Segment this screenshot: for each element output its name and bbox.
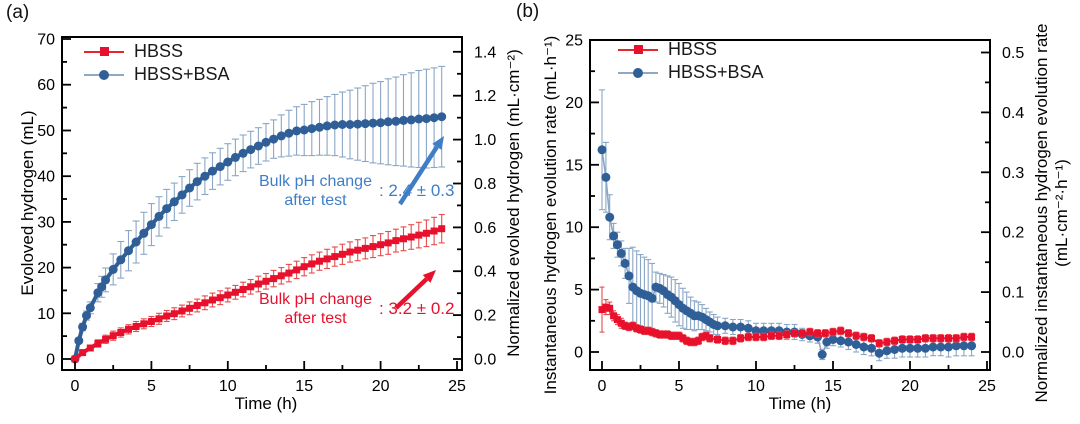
- annotation-hbss-ph-text: Bulk pH change after test: [259, 290, 372, 328]
- y-left-tick-label: 15: [565, 157, 583, 174]
- legend-circle-marker-icon: [633, 67, 643, 78]
- y-axis-label-right-b: Normalized instantaneous hydrogen evolut…: [1032, 0, 1072, 424]
- x-tick-label: 0: [598, 378, 607, 395]
- legend-swatch: [618, 67, 658, 79]
- series-line-HBSS+BSA: [601, 149, 972, 358]
- annotation-bsa-ph-value: : 2.4 ± 0.3: [378, 181, 455, 200]
- x-tick-label: 25: [978, 378, 996, 395]
- legend-item-HBSS: HBSS: [84, 40, 230, 63]
- y-left-tick-label: 20: [37, 260, 55, 277]
- panel-a-tag: (a): [6, 2, 30, 23]
- annotation-line: after test: [284, 310, 347, 327]
- legend-label: HBSS: [668, 39, 718, 59]
- plot-frame: [589, 39, 991, 371]
- y-left-tick-label: 0: [574, 345, 583, 362]
- axis-ticks: [62, 38, 462, 370]
- annotation-hbss-ph: Bulk pH change after test : 3.2 ± 0.2: [259, 290, 454, 328]
- x-tick-label: 20: [901, 378, 919, 395]
- y-axis-label-left-b: Instantaneous hydrogen evolution rate (m…: [541, 35, 560, 395]
- y-left-tick-label: 10: [565, 220, 583, 237]
- annotation-bsa-ph: Bulk pH change after test : 2.4 ± 0.3: [259, 172, 454, 210]
- legend-circle-marker-icon: [99, 69, 109, 80]
- panel-a: 0 5 10 15 20 25 0 10 20 30 40 50 60 70 0.0 0.2 0.4 0.6 0.8…: [18, 32, 523, 414]
- annotation-bsa-ph-text: Bulk pH change after test: [259, 172, 372, 210]
- legend-square-marker-icon: [99, 47, 109, 56]
- x-tick-label: 0: [71, 378, 80, 395]
- plot-frame: [61, 36, 463, 371]
- x-tick-label: 5: [147, 378, 156, 395]
- y-right-tick-label: 0.2: [1002, 225, 1024, 242]
- series-markers-HBSS: [598, 303, 976, 347]
- y-right-tick-label: 0.8: [474, 176, 496, 193]
- legend-swatch: [618, 44, 658, 56]
- legend-swatch: [84, 46, 124, 58]
- annotation-hbss-ph-value: : 3.2 ± 0.2: [378, 299, 455, 318]
- x-tick-label: 10: [747, 378, 765, 395]
- legend-item-HBSS+BSA: HBSS+BSA: [618, 61, 764, 84]
- x-tick-label: 20: [372, 378, 390, 395]
- legend-swatch: [84, 69, 124, 81]
- x-tick-label: 15: [824, 378, 842, 395]
- legend-label: HBSS+BSA: [134, 64, 230, 84]
- y-right-tick-label: 0.6: [474, 220, 496, 237]
- x-axis-label-a: Time (h): [234, 394, 298, 413]
- y-left-tick-label: 60: [37, 77, 55, 94]
- annotation-arrow: [394, 270, 436, 310]
- legend-item-HBSS: HBSS: [618, 38, 764, 61]
- legend-label: HBSS+BSA: [668, 62, 764, 82]
- y-right-tick-label: 0.1: [1002, 285, 1024, 302]
- panel-b-tag: (b): [516, 1, 540, 22]
- y-left-tick-label: 10: [37, 306, 55, 323]
- y-left-tick-label: 50: [37, 123, 55, 140]
- y-right-tick-label: 0.4: [1002, 105, 1024, 122]
- y-right-tick-label: 0.0: [474, 352, 496, 369]
- y-right-tick-label: 1.2: [474, 88, 496, 105]
- y-right-tick-label: 0.2: [474, 308, 496, 325]
- y-right-tick-label: 0.3: [1002, 165, 1024, 182]
- plot-area-b: 0 5 10 15 20 25 0 5 10 15 20 25 0.0 0.1 0.2 0.3 0.4 0.5: [565, 33, 1024, 396]
- legend-item-HBSS+BSA: HBSS+BSA: [84, 63, 230, 86]
- x-tick-label: 10: [219, 378, 237, 395]
- plot-area-a: 0 5 10 15 20 25 0 10 20 30 40 50 60 70 0.0 0.2 0.4 0.6 0.8…: [37, 32, 496, 396]
- legend-label: HBSS: [134, 41, 184, 61]
- x-tick-label: 15: [295, 378, 313, 395]
- y-right-tick-label: 0.4: [474, 264, 496, 281]
- error-bars-HBSS+BSA: [599, 89, 975, 362]
- y-right-tick-label: 1.0: [474, 132, 496, 149]
- x-tick-label: 5: [675, 378, 684, 395]
- annotation-arrow: [398, 136, 444, 206]
- x-tick-label: 25: [448, 378, 466, 395]
- y-axis-label-right-a: Normalized evolved hydrogen (mL·cm⁻²): [504, 49, 523, 357]
- series-markers-HBSS: [71, 225, 446, 363]
- x-axis-label-b: Time (h): [768, 394, 832, 413]
- y-axis-label-left-a: Evoloved hydrogen (mL): [18, 110, 37, 296]
- y-left-tick-label: 40: [37, 169, 55, 186]
- axis-ticks: [590, 39, 990, 370]
- annotation-line: after test: [284, 192, 347, 209]
- panel-b: 0 5 10 15 20 25 0 5 10 15 20 25 0.0 0.1 0.2 0.3 0.4 0.5 I…: [540, 0, 1080, 424]
- y-axis-label-right-b-line2: (mL·cm⁻²·h⁻¹): [1052, 159, 1071, 267]
- series-markers-HBSS+BSA: [70, 112, 447, 364]
- y-right-tick-label: 1.4: [474, 44, 496, 61]
- legend-square-marker-icon: [633, 45, 643, 54]
- annotation-line: Bulk pH change: [259, 291, 372, 308]
- y-left-tick-label: 70: [37, 32, 55, 49]
- annotation-line: Bulk pH change: [259, 173, 372, 190]
- y-left-tick-label: 30: [37, 214, 55, 231]
- y-axis-label-right-b-line1: Normalized instantaneous hydrogen evolut…: [1032, 23, 1051, 403]
- y-left-tick-label: 20: [565, 95, 583, 112]
- legend-b: HBSS HBSS+BSA: [618, 38, 764, 84]
- y-left-tick-label: 25: [565, 33, 583, 50]
- y-right-tick-label: 0.5: [1002, 45, 1024, 62]
- legend-a: HBSS HBSS+BSA: [84, 40, 230, 86]
- y-left-tick-label: 5: [574, 282, 583, 299]
- y-right-tick-label: 0.0: [1002, 345, 1024, 362]
- y-left-tick-label: 0: [46, 352, 55, 369]
